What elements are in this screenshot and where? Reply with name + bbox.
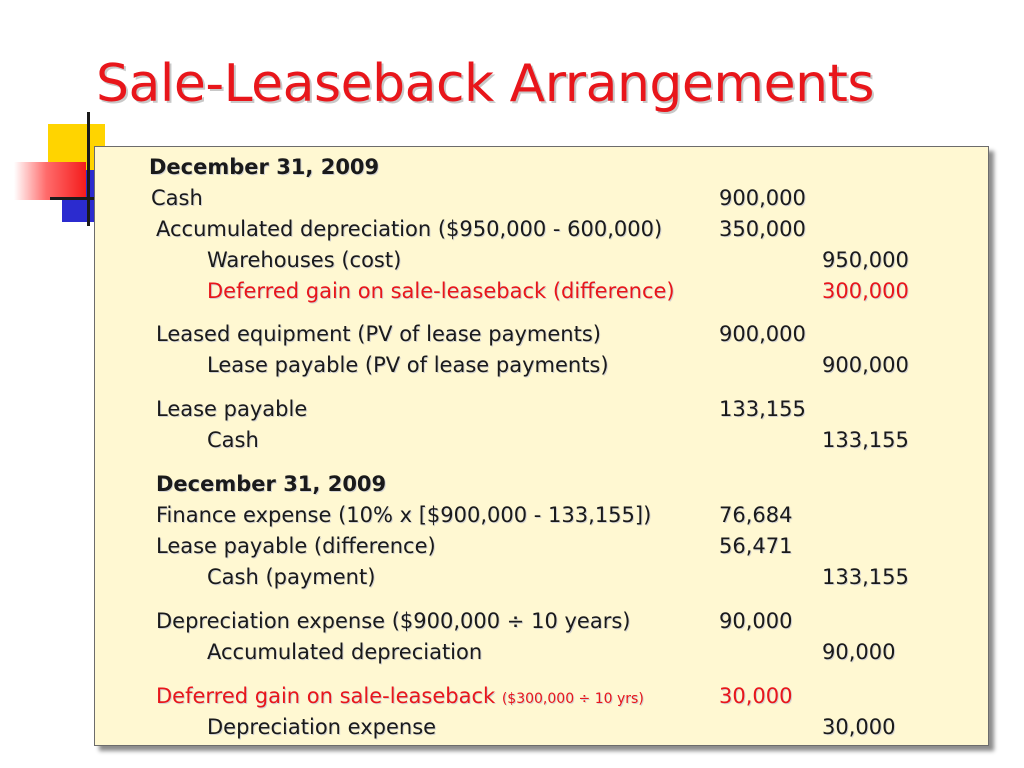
entry-account: Lease payable bbox=[156, 397, 308, 421]
journal-line: Lease payable (PV of lease payments) 900… bbox=[95, 351, 988, 379]
journal-line: Depreciation expense 30,000 bbox=[95, 713, 988, 741]
journal-line: Leased equipment (PV of lease payments) … bbox=[95, 320, 988, 348]
entry-credit: 133,155 bbox=[822, 565, 909, 589]
journal-date-heading: December 31, 2009 bbox=[95, 470, 988, 498]
entry-debit: 350,000 bbox=[719, 217, 806, 241]
entry-account: December 31, 2009 bbox=[156, 472, 387, 496]
journal-line: Warehouses (cost) 950,000 bbox=[95, 246, 988, 274]
entry-credit: 30,000 bbox=[822, 715, 896, 739]
entry-debit: 76,684 bbox=[719, 503, 793, 527]
entry-account-group: Deferred gain on sale-leaseback ($300,00… bbox=[156, 682, 644, 713]
red-gradient-decoration bbox=[14, 162, 86, 200]
entry-debit: 90,000 bbox=[719, 609, 793, 633]
entry-account: Accumulated depreciation ($950,000 - 600… bbox=[156, 217, 663, 241]
entry-debit: 56,471 bbox=[719, 534, 793, 558]
entry-debit: 133,155 bbox=[719, 397, 806, 421]
entry-account: Cash bbox=[207, 428, 259, 452]
entry-credit: 300,000 bbox=[822, 279, 909, 303]
journal-line: Cash 900,000 bbox=[95, 184, 988, 212]
journal-line: Depreciation expense ($900,000 ÷ 10 year… bbox=[95, 607, 988, 635]
entry-credit: 900,000 bbox=[822, 353, 909, 377]
entry-credit: 950,000 bbox=[822, 248, 909, 272]
entry-debit: 30,000 bbox=[719, 684, 793, 708]
entry-account: December 31, 2009 bbox=[149, 155, 380, 179]
journal-line: Accumulated depreciation 90,000 bbox=[95, 638, 988, 666]
entry-debit: 900,000 bbox=[719, 186, 806, 210]
journal-line: Lease payable 133,155 bbox=[95, 395, 988, 423]
journal-line: Finance expense (10% x [$900,000 - 133,1… bbox=[95, 501, 988, 529]
entry-account: Lease payable (difference) bbox=[156, 534, 436, 558]
entry-account: Lease payable (PV of lease payments) bbox=[207, 353, 609, 377]
entry-debit: 900,000 bbox=[719, 322, 806, 346]
entry-account: Depreciation expense ($900,000 ÷ 10 year… bbox=[156, 609, 631, 633]
journal-entries-panel: December 31, 2009 Cash 900,000 Accumulat… bbox=[94, 146, 989, 746]
journal-line: Lease payable (difference) 56,471 bbox=[95, 532, 988, 560]
slide-title: Sale-Leaseback Arrangements bbox=[96, 54, 875, 114]
entry-account: Depreciation expense bbox=[207, 715, 437, 739]
horizontal-line-decoration bbox=[50, 197, 98, 200]
journal-line: Deferred gain on sale-leaseback ($300,00… bbox=[95, 682, 988, 710]
entry-account: Leased equipment (PV of lease payments) bbox=[156, 322, 601, 346]
entry-account: Warehouses (cost) bbox=[207, 248, 402, 272]
entry-account: Deferred gain on sale-leaseback bbox=[156, 684, 496, 708]
entry-credit: 133,155 bbox=[822, 428, 909, 452]
entry-account: Finance expense (10% x [$900,000 - 133,1… bbox=[156, 503, 652, 527]
journal-line: Cash 133,155 bbox=[95, 426, 988, 454]
journal-line: Cash (payment) 133,155 bbox=[95, 563, 988, 591]
entry-account: Deferred gain on sale-leaseback (differe… bbox=[207, 279, 675, 303]
journal-line: Accumulated depreciation ($950,000 - 600… bbox=[95, 215, 988, 243]
entry-account: Cash (payment) bbox=[207, 565, 376, 589]
vertical-line-decoration bbox=[87, 112, 90, 226]
entry-account: Accumulated depreciation bbox=[207, 640, 483, 664]
entry-note: ($300,000 ÷ 10 yrs) bbox=[501, 691, 644, 707]
journal-line: Deferred gain on sale-leaseback (differe… bbox=[95, 277, 988, 305]
entry-credit: 90,000 bbox=[822, 640, 896, 664]
entry-account: Cash bbox=[151, 186, 203, 210]
journal-date-heading: December 31, 2009 bbox=[95, 153, 988, 181]
